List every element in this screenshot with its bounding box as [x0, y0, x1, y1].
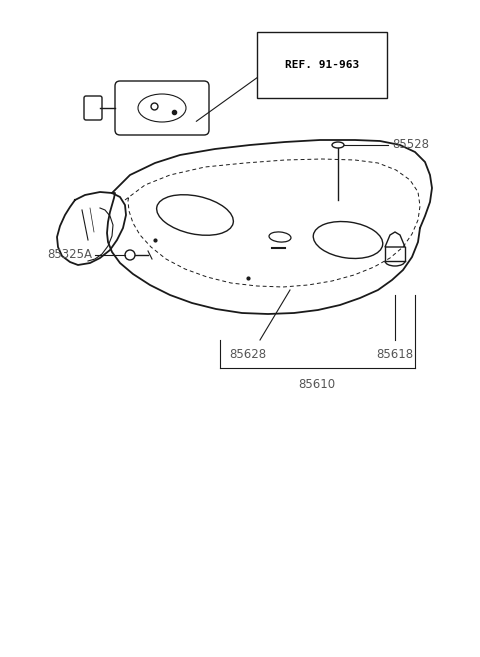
- Text: 85628: 85628: [229, 348, 266, 361]
- Text: 85618: 85618: [376, 348, 414, 361]
- Text: 85610: 85610: [299, 378, 336, 391]
- Text: 85325A: 85325A: [47, 248, 92, 261]
- Text: REF. 91-963: REF. 91-963: [285, 60, 359, 70]
- Ellipse shape: [125, 250, 135, 260]
- Text: 85528: 85528: [392, 139, 429, 152]
- Ellipse shape: [332, 142, 344, 148]
